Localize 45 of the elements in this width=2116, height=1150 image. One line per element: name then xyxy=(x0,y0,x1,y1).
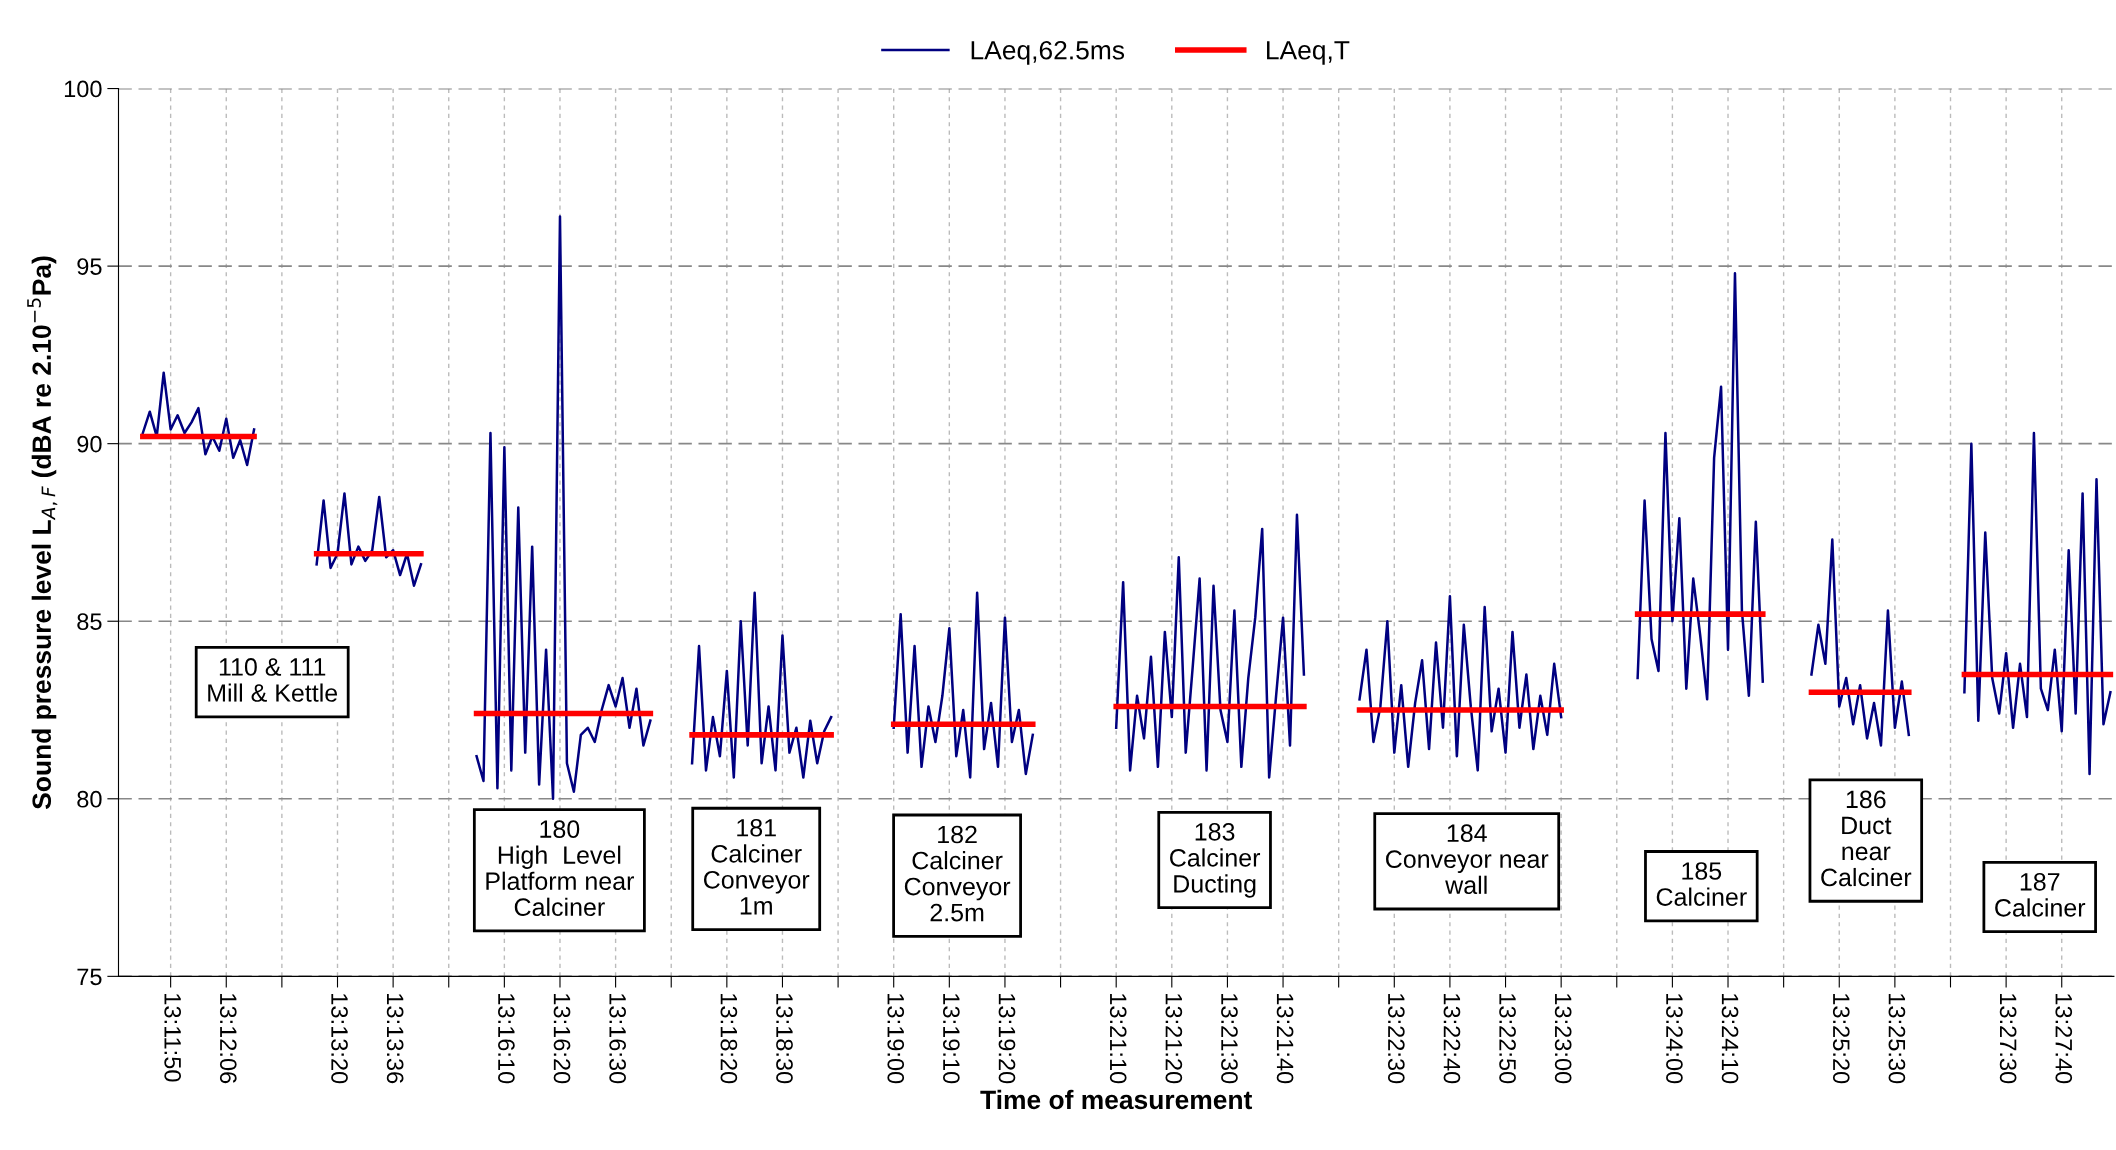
x-tick-label: 13:25:30 xyxy=(1888,994,1906,1084)
x-tick-label: 13:13:20 xyxy=(331,994,348,1084)
annotation: 187 Calciner xyxy=(1995,872,2086,917)
annotation: 185 Calciner xyxy=(1656,862,1747,906)
x-tick-label: 13:25:20 xyxy=(1832,994,1850,1084)
x-tick-label: 13:22:30 xyxy=(1387,994,1405,1084)
x-tick-label: 13:24:10 xyxy=(1721,994,1739,1084)
x-tick-label: 13:16:10 xyxy=(498,994,515,1084)
x-tick-label: 13:18:30 xyxy=(776,994,793,1084)
x-tick-label: 13:24:00 xyxy=(1666,994,1683,1084)
x-tick-label: 13:19:20 xyxy=(998,994,1016,1084)
x-tick-label: 13:18:20 xyxy=(720,994,738,1084)
y-tick-label: 90 xyxy=(77,435,102,453)
annotation: 183 Calciner Ducting xyxy=(1170,822,1261,898)
y-tick-label: 95 xyxy=(77,258,102,275)
annotation: 181 Calciner Conveyor 1m xyxy=(703,818,810,915)
x-axis-title: Time of measurement xyxy=(980,1089,1253,1110)
annotation: 110 & 111 Mill & Kettle xyxy=(208,658,338,702)
x-tick-label: 13:21:40 xyxy=(1276,994,1294,1084)
x-tick-label: 13:21:10 xyxy=(1109,994,1127,1084)
legend-label: LAeq,62.5ms xyxy=(971,40,1125,65)
annotation: 184 Conveyor near wall xyxy=(1386,824,1549,895)
annotation: 182 Calciner Conveyor 2.5m xyxy=(904,825,1011,922)
x-tick-label: 13:19:00 xyxy=(887,994,905,1084)
x-tick-label: 13:21:20 xyxy=(1165,994,1183,1084)
x-tick-label: 13:19:10 xyxy=(942,994,960,1084)
y-tick-label: 100 xyxy=(64,80,102,98)
x-tick-label: 13:16:20 xyxy=(553,994,571,1084)
legend-label: LAeq,T xyxy=(1267,41,1350,65)
y-axis-title: Sound pressure level L$_{A,F}$ (dBA re 2.10$^{−5}$Pa) xyxy=(27,256,58,810)
y-tick-label: 75 xyxy=(77,968,102,986)
x-tick-label: 13:23:00 xyxy=(1554,994,1572,1084)
annotation: 186 Duct near Calciner xyxy=(1821,790,1912,887)
x-tick-label: 13:22:50 xyxy=(1499,994,1516,1084)
x-tick-label: 13:13:36 xyxy=(386,994,404,1084)
x-tick-label: 13:11:50 xyxy=(164,994,182,1082)
x-tick-label: 13:27:40 xyxy=(2055,994,2073,1084)
y-tick-label: 80 xyxy=(77,790,102,808)
x-tick-label: 13:16:30 xyxy=(609,994,626,1084)
y-tick-label: 85 xyxy=(77,613,102,631)
annotation: 180 High Level Platform near Calciner xyxy=(486,820,634,917)
x-tick-label: 13:21:30 xyxy=(1221,994,1238,1084)
x-tick-label: 13:27:30 xyxy=(1999,994,2017,1084)
x-tick-label: 13:22:40 xyxy=(1443,994,1461,1084)
x-tick-label: 13:12:06 xyxy=(219,994,237,1084)
